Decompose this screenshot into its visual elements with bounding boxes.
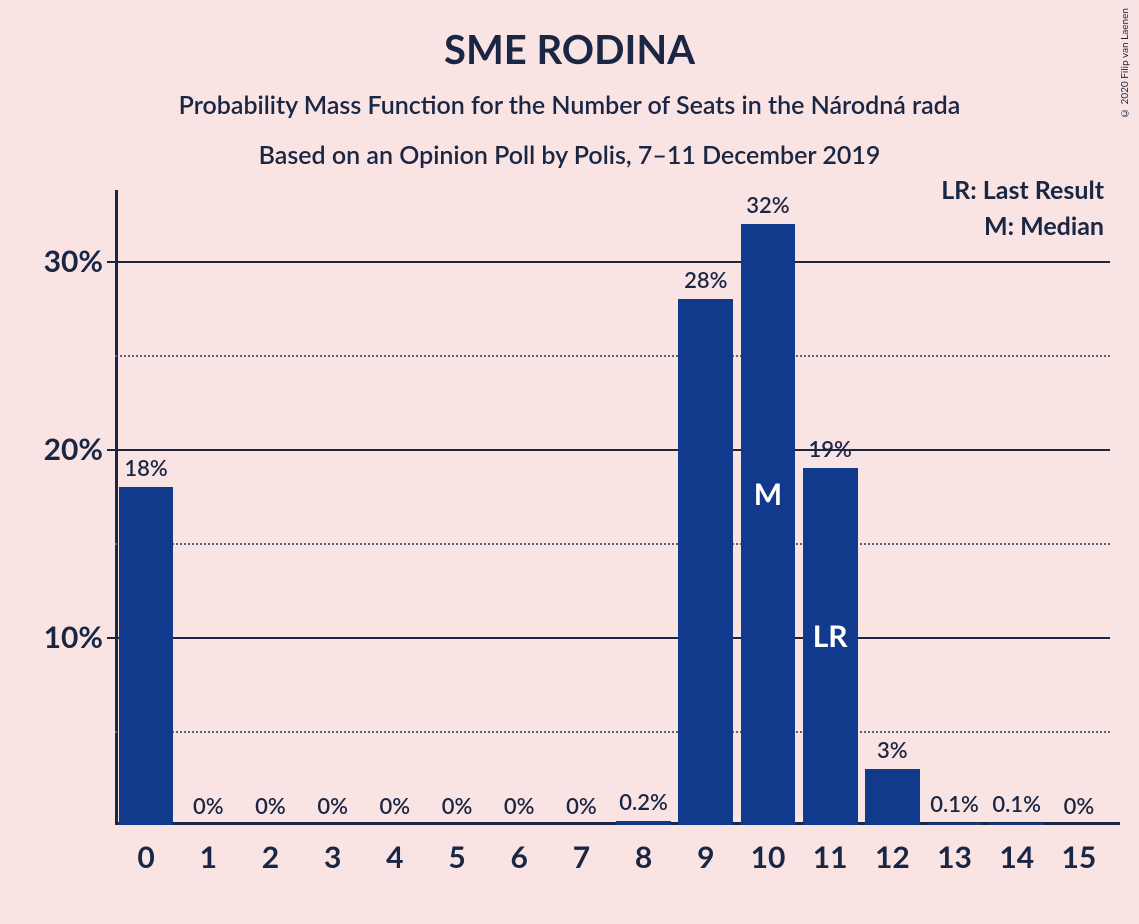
bar-value-label: 19% [808, 435, 851, 462]
bar: 0.1% [989, 823, 1044, 825]
bar-value-label: 0% [380, 792, 411, 819]
x-tick-label: 15 [1062, 839, 1097, 875]
bar: 0.2% [616, 821, 671, 825]
y-tick-mark [107, 449, 115, 451]
y-tick-label: 10% [44, 619, 103, 655]
bar-value-label: 3% [877, 736, 908, 763]
y-tick-mark [107, 261, 115, 263]
y-tick-label: 20% [44, 431, 103, 467]
y-tick-mark [107, 637, 115, 639]
chart-container: SME RODINA Probability Mass Function for… [0, 0, 1139, 924]
x-tick-label: 8 [635, 839, 652, 875]
chart-subtitle-2: Based on an Opinion Poll by Polis, 7–11 … [0, 140, 1139, 170]
grid-minor [115, 731, 1110, 733]
grid-minor [115, 355, 1110, 357]
chart-subtitle-1: Probability Mass Function for the Number… [0, 90, 1139, 120]
legend-lr: LR: Last Result [941, 175, 1104, 205]
x-tick-label: 14 [999, 839, 1034, 875]
x-tick-label: 1 [200, 839, 217, 875]
bar-value-label: 28% [684, 266, 727, 293]
bar-value-label: 0% [317, 792, 348, 819]
legend: LR: Last Result M: Median [941, 175, 1104, 241]
bar: 28% [678, 299, 733, 825]
y-axis [115, 190, 118, 825]
x-tick-label: 6 [511, 839, 528, 875]
bar: 19%LR [803, 468, 858, 825]
x-tick-label: 3 [324, 839, 341, 875]
bar: 3% [865, 769, 920, 825]
bar-value-label: 0% [442, 792, 473, 819]
bar: 0.1% [927, 823, 982, 825]
y-tick-label: 30% [44, 243, 103, 279]
legend-m: M: Median [941, 211, 1104, 241]
x-tick-label: 2 [262, 839, 279, 875]
copyright-text: © 2020 Filip van Laenen [1119, 8, 1131, 119]
bar-value-label: 0% [193, 792, 224, 819]
bar: 32%M [741, 224, 796, 825]
grid-major [115, 449, 1110, 451]
grid-minor [115, 543, 1110, 545]
bar-value-label: 18% [124, 454, 167, 481]
bar-value-label: 32% [746, 191, 789, 218]
bar-value-label: 0.2% [619, 788, 668, 815]
x-tick-label: 13 [937, 839, 972, 875]
plot-area: LR: Last Result M: Median 10%20%30%018%1… [115, 205, 1110, 825]
x-tick-label: 0 [137, 839, 154, 875]
bar-value-label: 0% [1064, 792, 1095, 819]
median-marker: M [754, 476, 782, 512]
x-tick-label: 9 [697, 839, 714, 875]
bar: 18% [119, 487, 174, 825]
chart-title: SME RODINA [0, 25, 1139, 73]
x-tick-label: 5 [448, 839, 465, 875]
bar-value-label: 0.1% [930, 790, 979, 817]
x-tick-label: 7 [573, 839, 590, 875]
bar-value-label: 0% [255, 792, 286, 819]
x-tick-label: 10 [751, 839, 786, 875]
x-tick-label: 4 [386, 839, 403, 875]
grid-major [115, 261, 1110, 263]
bar-value-label: 0% [504, 792, 535, 819]
x-tick-label: 11 [813, 839, 848, 875]
bar-value-label: 0.1% [992, 790, 1041, 817]
last-result-marker: LR [813, 618, 848, 654]
bar-value-label: 0% [566, 792, 597, 819]
grid-major [115, 637, 1110, 639]
x-tick-label: 12 [875, 839, 910, 875]
